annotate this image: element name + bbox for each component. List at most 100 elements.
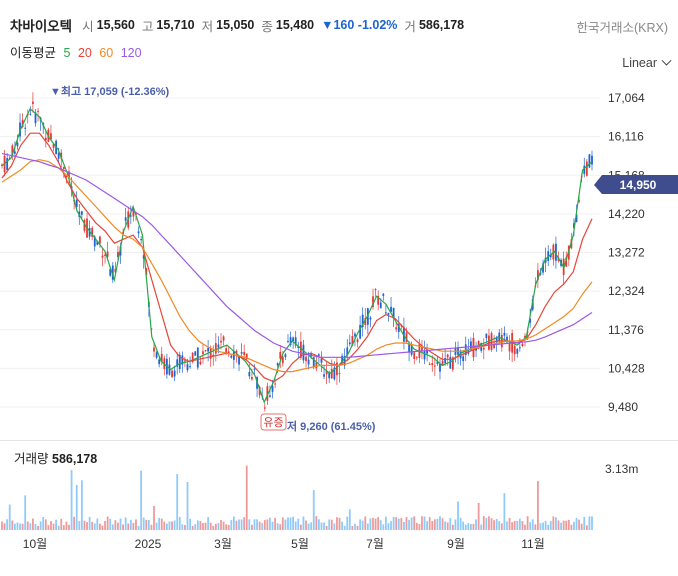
candle-body [173,370,176,377]
volume-bar [500,523,503,530]
candle-body [382,293,385,296]
volume-bar [583,516,586,530]
volume-bar [506,521,508,530]
volume-bar [117,522,119,530]
candle-body [305,356,307,362]
volume-bar [588,516,591,530]
volume-bar [225,524,228,530]
candle-body [235,350,238,354]
candle-body [490,333,493,351]
ma-line-5 [1,107,593,404]
volume-bar [451,524,454,530]
volume-header-value: 586,178 [52,452,98,466]
candle-body [124,217,127,221]
candle-body [302,344,305,361]
volume-bar [364,516,367,530]
volume-bar [374,518,377,530]
volume-bar [529,522,532,530]
candle-body [555,243,557,261]
high-marker-label: ▼최고 17,059 (-12.36%) [50,84,170,98]
scale-mode-dropdown[interactable]: Linear [622,55,672,70]
ma-20-label[interactable]: 20 [77,46,92,60]
candle-body [421,347,423,351]
volume-bar [3,523,6,530]
candle-body [202,351,204,355]
candle-body [333,367,336,380]
volume-bar [351,525,354,530]
candle-body [521,343,524,347]
candle-body [585,161,588,176]
volume-bar [129,519,132,530]
volume-bar [199,521,202,530]
volume-bar [431,521,434,530]
volume-bar [73,516,76,530]
candle-body [207,347,210,352]
candle-body [220,340,222,343]
volume-bar [480,524,483,530]
volume-bar [258,521,261,530]
volume-bar [50,521,52,530]
ma-120-label[interactable]: 120 [120,46,142,60]
candle-body [356,339,359,343]
volume-bar [446,522,449,530]
volume-axis-label: 3.13m [605,462,638,476]
volume-bar [302,516,305,530]
volume-bar [13,523,16,530]
volume-bar [330,519,333,530]
candle-body [204,350,207,352]
volume-bar [230,520,233,530]
candle-body [573,223,575,229]
volume-bar [135,519,137,530]
candle-body [516,348,519,354]
volume-bar [32,518,34,530]
candle-body [361,314,364,328]
candle-body [390,306,392,312]
candle-body [529,318,532,323]
volume-bar [251,524,253,530]
candle-body [6,158,9,170]
volume-bar [1,521,3,530]
volume-bar [338,517,341,530]
ma-5-label[interactable]: 5 [63,46,71,60]
ma-60-label[interactable]: 60 [99,46,114,60]
candle-body [431,363,434,366]
x-axis: 10월 2025 3월 5월 7월 9월 11월 [23,537,545,551]
candle-body [348,342,351,345]
candle-body [513,345,516,355]
volume-bar [142,517,145,530]
volume-bar [475,519,477,530]
volume-bar [150,524,153,530]
volume-bar [418,523,421,530]
candle-body [171,370,173,378]
volume-bar [552,516,555,530]
volume-bar [384,516,387,530]
candle-body [493,344,495,349]
y-tick-label: 14,220 [608,207,645,221]
volume-value: 586,178 [418,18,465,32]
candle-body [343,356,346,366]
exchange-label: 한국거래소(KRX) [576,21,668,35]
candle-body [91,227,94,237]
event-badge[interactable]: 유증 [260,413,287,431]
volume-bar [578,519,581,530]
candle-body [57,152,60,159]
volume-bar [238,519,240,530]
y-axis: 17,06416,11615,16814,22013,27212,32411,3… [608,91,645,414]
volume-bar [488,516,490,530]
volume-bar [26,521,29,530]
candle-body [37,110,39,112]
candle-body [65,174,68,178]
volume-bar [356,525,359,530]
volume-bar [91,521,94,530]
volume-bar [557,520,560,530]
volume-bar [315,516,318,530]
volume-bar [294,521,297,530]
volume-bar [266,519,269,530]
candle-body [276,363,279,366]
candle-body [289,337,292,345]
candle-body [168,364,171,375]
candle-body [372,296,374,308]
close-label: 종 [261,19,273,34]
